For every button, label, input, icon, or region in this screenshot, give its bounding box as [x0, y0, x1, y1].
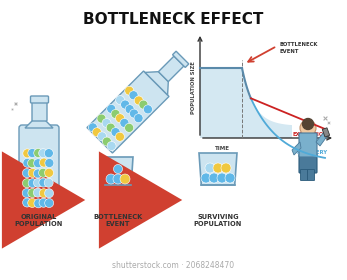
FancyBboxPatch shape	[32, 101, 47, 121]
Circle shape	[303, 118, 313, 130]
Circle shape	[39, 168, 48, 177]
Circle shape	[116, 114, 125, 123]
Circle shape	[129, 109, 138, 118]
Circle shape	[217, 173, 227, 183]
Circle shape	[34, 159, 43, 168]
Circle shape	[22, 188, 31, 197]
Circle shape	[45, 199, 54, 207]
Circle shape	[23, 149, 32, 158]
Text: EXTINCTION: EXTINCTION	[292, 132, 328, 137]
FancyBboxPatch shape	[19, 125, 59, 211]
Text: EVENT: EVENT	[280, 48, 299, 53]
Circle shape	[134, 96, 143, 105]
Circle shape	[300, 120, 316, 136]
Text: BOTTLENECK: BOTTLENECK	[280, 41, 319, 46]
Circle shape	[33, 188, 42, 197]
Polygon shape	[145, 72, 168, 95]
Circle shape	[33, 178, 42, 187]
Circle shape	[39, 189, 48, 198]
Circle shape	[125, 123, 134, 132]
Circle shape	[44, 178, 53, 187]
Circle shape	[28, 169, 37, 178]
Polygon shape	[172, 51, 189, 67]
Circle shape	[88, 123, 98, 132]
Polygon shape	[200, 68, 242, 138]
FancyBboxPatch shape	[299, 133, 317, 157]
Text: RECOVERY: RECOVERY	[297, 150, 328, 155]
FancyBboxPatch shape	[299, 154, 317, 173]
Circle shape	[111, 109, 120, 118]
Circle shape	[23, 158, 32, 167]
Polygon shape	[292, 142, 301, 155]
Circle shape	[28, 148, 37, 158]
Circle shape	[121, 100, 130, 109]
Circle shape	[33, 169, 42, 178]
Circle shape	[28, 179, 37, 188]
Circle shape	[45, 158, 54, 167]
Circle shape	[116, 132, 125, 141]
Circle shape	[201, 173, 211, 183]
Circle shape	[98, 132, 107, 141]
Polygon shape	[199, 153, 237, 185]
Circle shape	[23, 169, 32, 178]
Circle shape	[102, 118, 111, 127]
Circle shape	[113, 165, 122, 174]
Circle shape	[97, 114, 106, 123]
Text: shutterstock.com · 2068248470: shutterstock.com · 2068248470	[112, 261, 234, 270]
Circle shape	[111, 128, 120, 137]
FancyBboxPatch shape	[307, 169, 314, 181]
Text: BOTTLENECK EFFECT: BOTTLENECK EFFECT	[83, 12, 263, 27]
Circle shape	[106, 174, 116, 184]
Circle shape	[39, 198, 48, 207]
Text: ORIGINAL
POPULATION: ORIGINAL POPULATION	[15, 214, 63, 227]
Circle shape	[139, 100, 148, 109]
Circle shape	[27, 159, 36, 168]
Circle shape	[129, 91, 138, 100]
Circle shape	[28, 199, 37, 207]
Circle shape	[120, 118, 129, 127]
Circle shape	[209, 173, 219, 183]
Circle shape	[107, 141, 116, 150]
Polygon shape	[242, 68, 292, 138]
Circle shape	[143, 105, 152, 114]
Circle shape	[23, 179, 32, 188]
Bar	[322, 128, 330, 137]
Circle shape	[28, 188, 37, 197]
Circle shape	[116, 95, 125, 104]
Circle shape	[39, 178, 48, 187]
Circle shape	[23, 198, 32, 207]
Text: TIME: TIME	[214, 146, 229, 151]
Circle shape	[40, 158, 49, 167]
Circle shape	[34, 199, 43, 208]
Circle shape	[34, 148, 43, 158]
Polygon shape	[159, 56, 184, 81]
Circle shape	[102, 137, 111, 146]
Polygon shape	[87, 71, 169, 153]
Circle shape	[120, 174, 130, 184]
Circle shape	[134, 114, 143, 123]
Circle shape	[107, 104, 116, 113]
Circle shape	[44, 168, 53, 177]
Polygon shape	[103, 157, 133, 185]
Circle shape	[113, 174, 123, 184]
Text: BOTTLENECK
EVENT: BOTTLENECK EVENT	[93, 214, 143, 227]
Text: POPULATION SIZE: POPULATION SIZE	[191, 62, 196, 115]
Circle shape	[221, 163, 231, 173]
Circle shape	[106, 123, 115, 132]
Polygon shape	[25, 120, 53, 128]
Circle shape	[44, 189, 53, 198]
Circle shape	[125, 86, 134, 95]
Circle shape	[125, 105, 134, 114]
Polygon shape	[316, 132, 328, 146]
FancyBboxPatch shape	[31, 96, 49, 103]
Circle shape	[225, 173, 235, 183]
Circle shape	[213, 163, 223, 173]
Text: SURVIVING
POPULATION: SURVIVING POPULATION	[194, 214, 242, 227]
Circle shape	[44, 149, 53, 158]
FancyBboxPatch shape	[301, 169, 307, 181]
Circle shape	[92, 128, 101, 137]
Circle shape	[205, 163, 215, 173]
Circle shape	[39, 149, 48, 158]
